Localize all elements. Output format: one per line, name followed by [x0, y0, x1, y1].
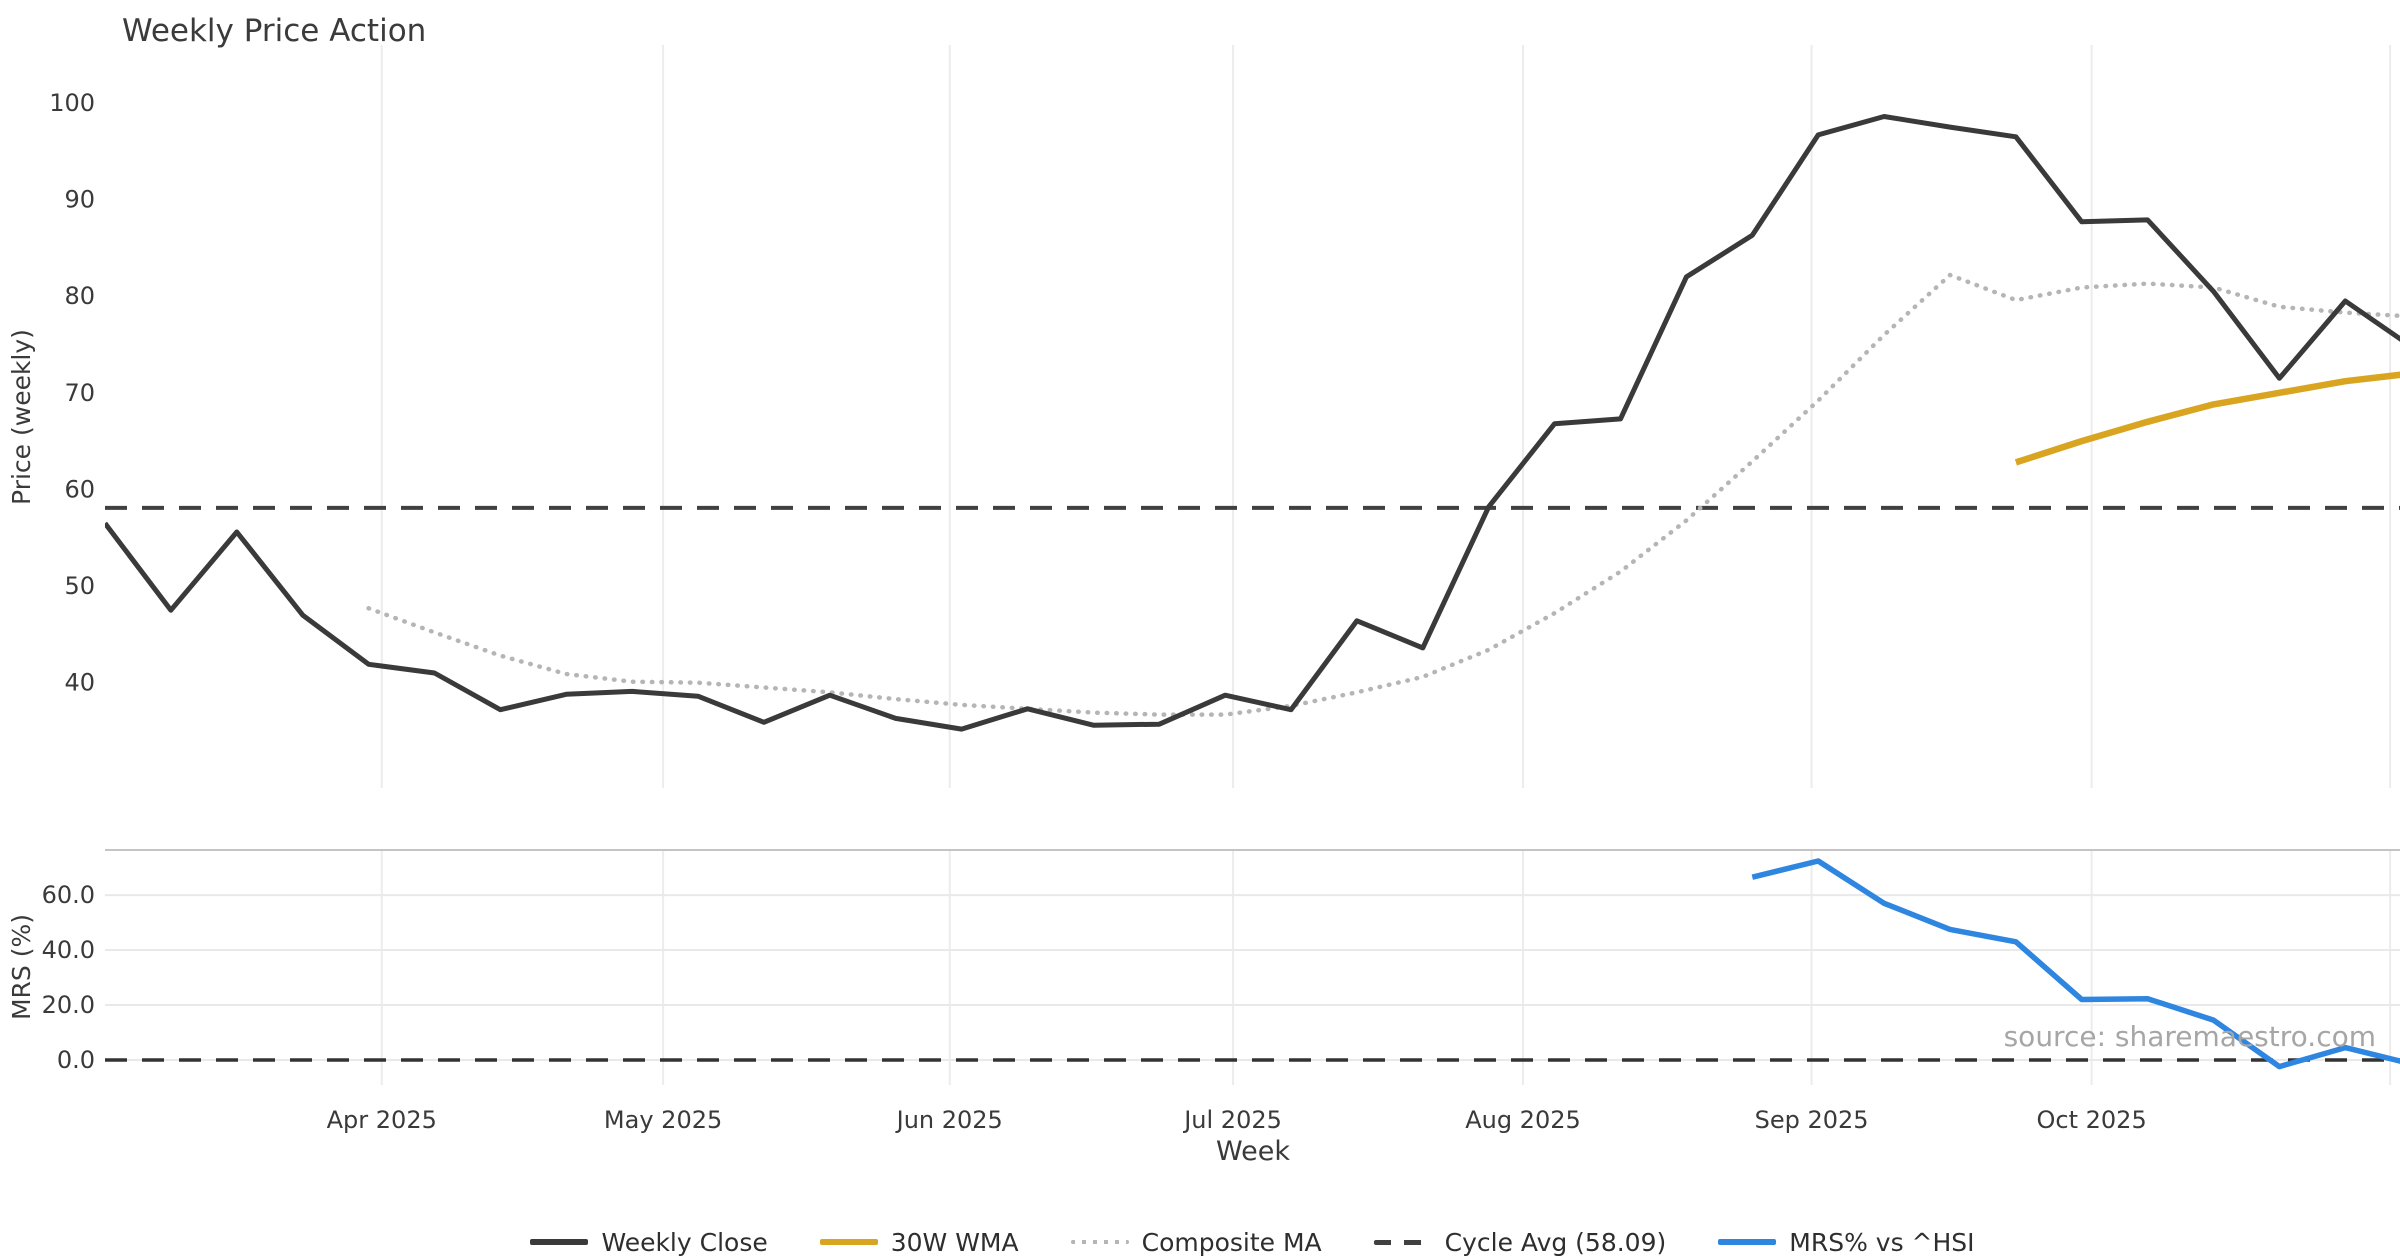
legend-item-cycle-avg-58-09: Cycle Avg (58.09)	[1373, 1227, 1667, 1257]
axis-ticks: Apr 2025 May 2025 Jun 2025 Jul 2025 Aug 2025…	[42, 89, 2147, 1134]
price-y-tick-label: 90	[64, 186, 95, 214]
legend-label: Weekly Close	[601, 1227, 768, 1257]
legend-item-weekly-close: Weekly Close	[530, 1227, 768, 1257]
legend-swatch-solid	[1718, 1239, 1777, 1245]
x-tick-label: Apr 2025	[327, 1106, 437, 1134]
x-tick-label: Oct 2025	[2037, 1106, 2147, 1134]
price-y-tick-label: 80	[64, 282, 95, 310]
x-tick-label: Jul 2025	[1182, 1106, 1282, 1134]
x-tick-label: Sep 2025	[1755, 1106, 1869, 1134]
x-tick-label: Aug 2025	[1465, 1106, 1581, 1134]
mrs-panel-series	[105, 858, 2400, 1070]
legend-item-composite-ma: Composite MA	[1070, 1227, 1322, 1257]
legend-swatch-solid	[530, 1239, 589, 1245]
legend-item-mrs-vs-hsi: MRS% vs ^HSI	[1718, 1227, 1975, 1257]
chart-legend: Weekly Close 30W WMA Composite MA Cycle Avg…	[105, 1222, 2400, 1260]
legend-label: Cycle Avg (58.09)	[1444, 1227, 1667, 1257]
weekly-close-line	[105, 114, 2400, 732]
mrs-y-tick-label: 20.0	[42, 991, 95, 1019]
x-tick-label: Jun 2025	[895, 1106, 1003, 1134]
mrs-y-tick-label: 0.0	[57, 1046, 95, 1074]
price-y-tick-label: 60	[64, 475, 95, 503]
legend-item-30w-wma: 30W WMA	[819, 1227, 1019, 1257]
price-y-tick-label: 40	[64, 669, 95, 697]
30w-wma-line	[2014, 371, 2400, 466]
legend-swatch-solid	[819, 1239, 878, 1245]
legend-label: 30W WMA	[890, 1227, 1019, 1257]
source-watermark: source: sharemaestro.com	[2004, 1020, 2376, 1053]
price-axis-label: Price (weekly)	[7, 329, 36, 505]
legend-label: MRS% vs ^HSI	[1789, 1227, 1975, 1257]
mrs-y-tick-label: 60.0	[42, 881, 95, 909]
composite-ma-line	[366, 272, 2400, 717]
x-axis-label: Week	[1216, 1136, 1290, 1167]
mrs-y-tick-label: 40.0	[42, 936, 95, 964]
x-tick-label: May 2025	[604, 1106, 722, 1134]
gridlines	[105, 45, 2400, 1085]
chart-title: Weekly Price Action	[122, 13, 426, 49]
legend-swatch-dashed	[1373, 1239, 1432, 1245]
price-panel-series	[105, 114, 2400, 732]
price-y-tick-label: 50	[64, 572, 95, 600]
legend-label: Composite MA	[1141, 1227, 1322, 1257]
price-y-tick-label: 70	[64, 379, 95, 407]
price-y-tick-label: 100	[49, 89, 95, 117]
mrs-axis-label: MRS (%)	[7, 914, 36, 1020]
mrs-vs-hsi-line	[1751, 858, 2400, 1070]
legend-swatch-dotted	[1070, 1240, 1129, 1244]
